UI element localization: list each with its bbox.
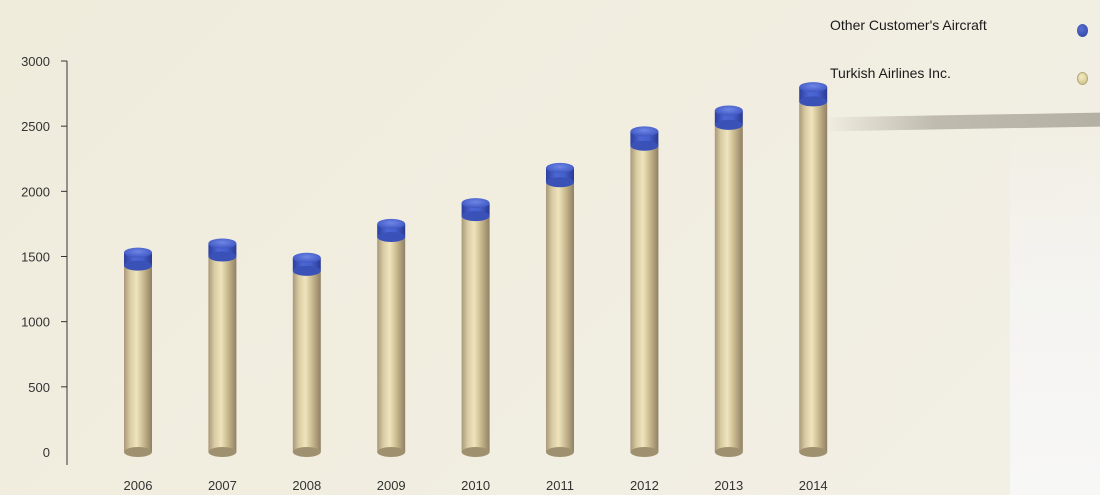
bar-segment-edge [377,231,406,242]
bar-base-cap [630,447,659,457]
y-tick-label: 1500 [21,250,50,265]
legend-item-turkish-airlines: Turkish Airlines Inc. [830,62,1100,85]
bar-segment-turkish-airlines [292,270,321,452]
bar-2014 [799,82,828,457]
y-tick-label: 2500 [21,119,50,134]
bar-2012 [630,126,659,457]
bar-top-cap [461,198,490,209]
x-tick-label: 2012 [630,478,659,493]
y-tick-label: 500 [28,380,50,395]
bar-segment-turkish-airlines [799,101,828,453]
bar-segment-turkish-airlines [630,145,659,452]
bar-segment-turkish-airlines [461,216,490,452]
bar-base-cap [546,447,574,457]
y-tick-label: 2000 [21,184,50,199]
y-tick-label: 1000 [21,315,50,330]
bar-segment-edge [292,265,321,276]
x-tick-label: 2011 [546,478,574,493]
bar-2007 [208,238,237,457]
bar-top-cap [546,162,574,173]
bar-top-cap [714,105,743,116]
bar-base-cap [377,447,406,457]
legend-dot-icon [1077,72,1088,85]
x-tick-label: 2014 [799,478,828,493]
bar-segment-turkish-airlines [377,236,406,452]
bar-top-cap [292,252,321,263]
y-axis: 0 500 1000 1500 2000 2500 3000 [21,54,68,465]
bar-segment-edge [714,119,743,130]
bar-segment-edge [124,260,152,271]
bar-2013 [714,105,743,457]
bar-base-cap [292,447,321,457]
legend-label: Turkish Airlines Inc. [830,65,951,81]
bar-base-cap [461,447,490,457]
legend-item-other-customers: Other Customer's Aircraft [830,14,1100,37]
bar-2009 [377,218,406,457]
bar-2006 [124,247,152,457]
bar-top-cap [630,126,659,137]
bar-top-cap [124,247,152,258]
y-tick-label: 0 [43,445,50,460]
x-tick-label: 2008 [292,478,321,493]
legend-label: Other Customer's Aircraft [830,17,987,33]
bar-segment-turkish-airlines [208,256,237,452]
y-tick-label: 3000 [21,54,50,69]
bar-segment-edge [630,140,659,151]
bar-2010 [461,198,490,457]
legend-dot-icon [1077,24,1088,37]
x-axis-labels: 2006 2007 2008 2009 2010 2011 2012 2013 2014 [124,478,828,493]
bar-base-cap [124,447,152,457]
bar-2011 [546,162,574,457]
bar-base-cap [799,447,828,457]
bar-segment-turkish-airlines [714,124,743,452]
bar-segment-turkish-airlines [546,182,574,452]
bar-segment-edge [208,251,237,262]
x-tick-label: 2009 [377,478,406,493]
bar-top-cap [377,218,406,229]
bars [124,82,828,457]
x-tick-label: 2006 [124,478,153,493]
legend: Other Customer's Aircraft Turkish Airlin… [830,14,1100,110]
x-tick-label: 2013 [714,478,743,493]
x-tick-label: 2007 [208,478,237,493]
bar-top-cap [799,82,828,93]
bar-top-cap [208,238,237,249]
x-tick-label: 2010 [461,478,490,493]
bar-segment-turkish-airlines [124,265,152,452]
bar-base-cap [714,447,743,457]
bar-2008 [292,252,321,457]
bar-base-cap [208,447,237,457]
decorative-panel [1010,128,1100,495]
bar-segment-edge [546,177,574,188]
bar-segment-edge [461,211,490,222]
bar-segment-edge [799,96,828,107]
